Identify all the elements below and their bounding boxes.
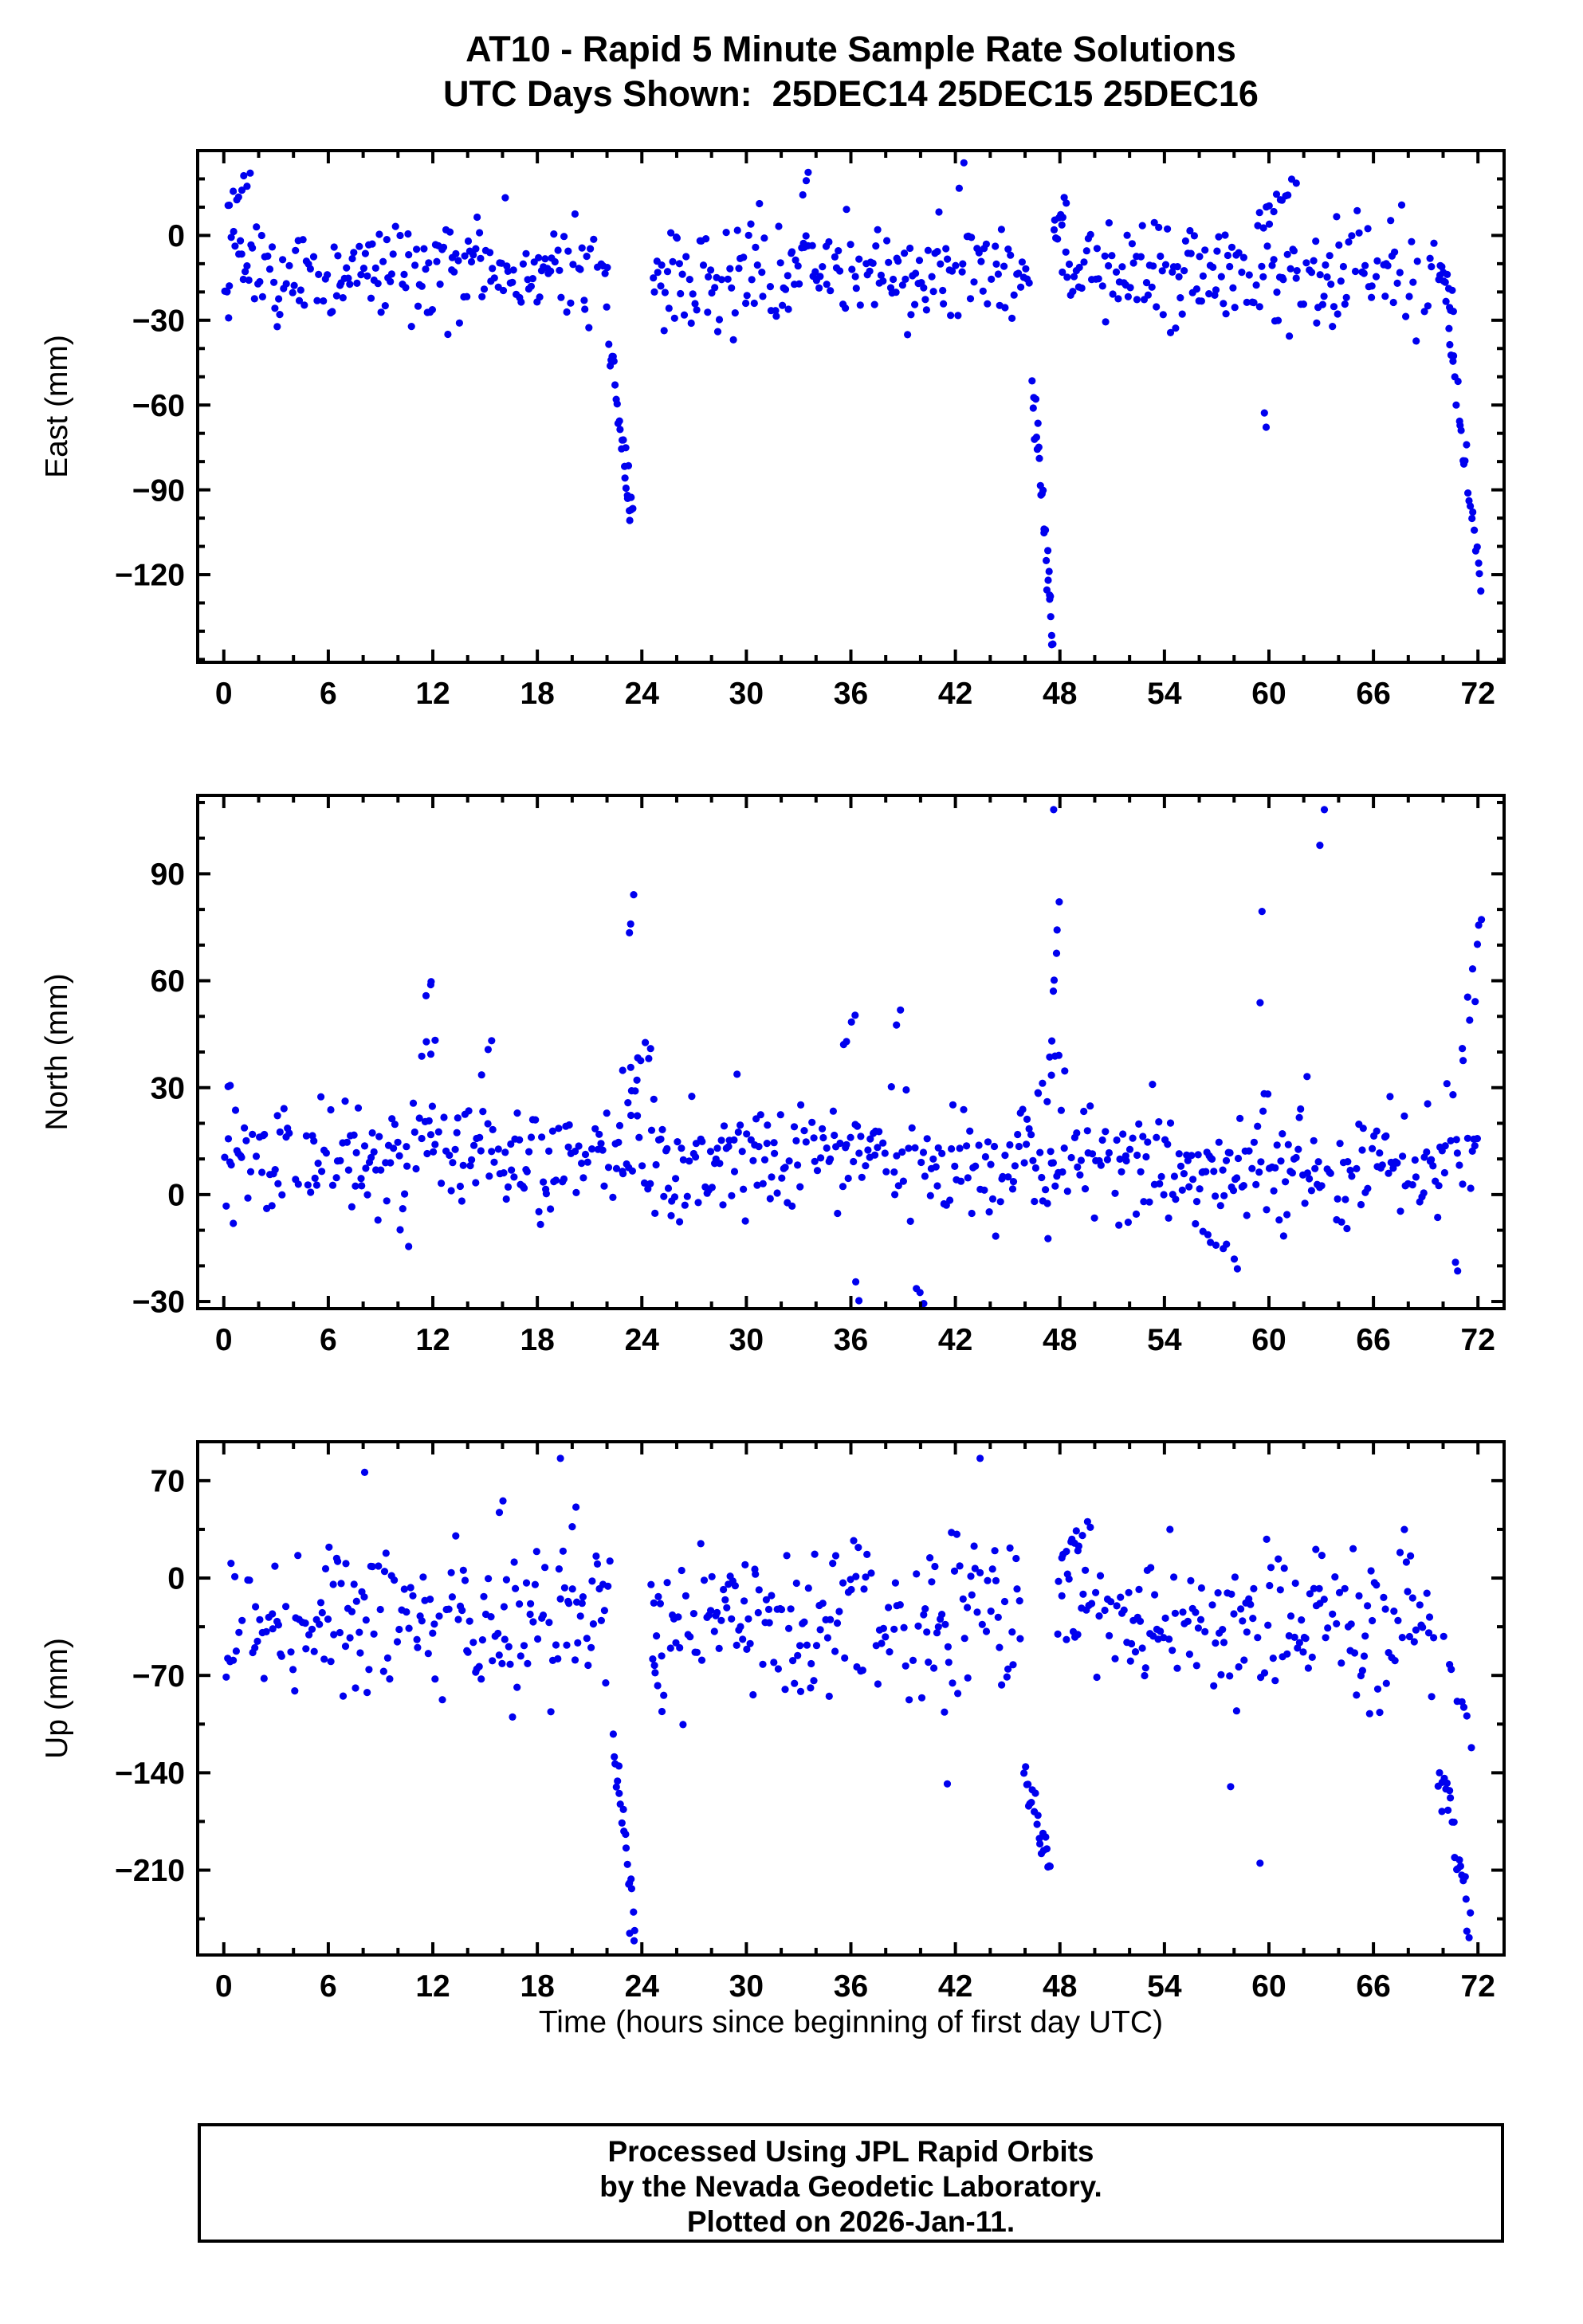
up-points: [222, 1454, 1475, 1945]
svg-text:6: 6: [320, 677, 337, 711]
svg-text:72: 72: [1461, 1969, 1495, 2004]
svg-text:6: 6: [320, 1323, 337, 1357]
svg-text:0: 0: [215, 677, 233, 711]
svg-text:30: 30: [151, 1071, 185, 1105]
up-axis-label: Up (mm): [40, 1638, 74, 1759]
up-panel: 0 6 12 18 24 30 36 42 48 54 60 66 72 70 0 −70 −140 −210: [115, 1440, 1506, 2004]
svg-text:54: 54: [1147, 1323, 1182, 1357]
svg-text:72: 72: [1461, 677, 1495, 711]
svg-text:−70: −70: [132, 1659, 185, 1694]
svg-text:0: 0: [215, 1969, 233, 2004]
north-ticks: [198, 795, 1504, 1309]
footer-line-3: Plotted on 2026-Jan-11.: [686, 2205, 1015, 2238]
footer-line-1: Processed Using JPL Rapid Orbits: [607, 2135, 1094, 2168]
svg-text:48: 48: [1043, 1969, 1077, 2004]
east-panel: 0 6 12 18 24 30 36 42 48 54 60 66 72 0 −30 −60 −90 −120: [115, 149, 1506, 711]
svg-text:−60: −60: [132, 389, 185, 423]
up-ticks: [198, 1442, 1504, 1955]
up-frame: [196, 1440, 1506, 1957]
svg-text:18: 18: [520, 1969, 554, 2004]
plot-title: AT10 - Rapid 5 Minute Sample Rate Soluti…: [198, 27, 1504, 116]
svg-text:24: 24: [625, 1323, 660, 1357]
north-y-tick-labels: 90 60 30 0 −30: [132, 858, 185, 1320]
svg-text:66: 66: [1356, 1969, 1390, 2004]
svg-text:66: 66: [1356, 677, 1390, 711]
plot-title-line2: UTC Days Shown: 25DEC14 25DEC15 25DEC16: [443, 73, 1259, 114]
svg-text:−30: −30: [132, 1286, 185, 1320]
svg-text:54: 54: [1147, 1969, 1182, 2004]
svg-text:30: 30: [729, 1969, 764, 2004]
svg-text:66: 66: [1356, 1323, 1390, 1357]
svg-text:12: 12: [415, 677, 450, 711]
north-points: [221, 806, 1486, 1308]
svg-text:30: 30: [729, 1323, 764, 1357]
plot-title-line1: AT10 - Rapid 5 Minute Sample Rate Soluti…: [465, 29, 1236, 69]
svg-text:12: 12: [415, 1969, 450, 2004]
east-axis-label: East (mm): [40, 335, 74, 478]
svg-text:90: 90: [151, 858, 185, 892]
svg-text:42: 42: [938, 1969, 972, 2004]
north-panel: 0 6 12 18 24 30 36 42 48 54 60 66 72 90 60 30 0 −30: [132, 794, 1506, 1357]
svg-text:48: 48: [1043, 677, 1077, 711]
svg-text:36: 36: [834, 1323, 868, 1357]
north-x-tick-labels: 0 6 12 18 24 30 36 42 48 54 60 66 72: [215, 1323, 1495, 1357]
svg-text:18: 18: [520, 677, 554, 711]
svg-text:−120: −120: [115, 559, 185, 593]
svg-text:−210: −210: [115, 1854, 185, 1888]
east-x-tick-labels: 0 6 12 18 24 30 36 42 48 54 60 66 72: [215, 677, 1495, 711]
svg-text:70: 70: [151, 1465, 185, 1499]
svg-text:0: 0: [215, 1323, 233, 1357]
east-y-tick-labels: 0 −30 −60 −90 −120: [115, 219, 185, 593]
svg-text:72: 72: [1461, 1323, 1495, 1357]
svg-text:0: 0: [167, 219, 185, 253]
svg-text:24: 24: [625, 1969, 660, 2004]
svg-text:60: 60: [1251, 1323, 1286, 1357]
svg-text:60: 60: [1251, 677, 1286, 711]
svg-text:54: 54: [1147, 677, 1182, 711]
svg-text:60: 60: [1251, 1969, 1286, 2004]
svg-text:−140: −140: [115, 1757, 185, 1791]
svg-text:36: 36: [834, 677, 868, 711]
x-axis-label: Time (hours since beginning of first day…: [538, 2005, 1164, 2039]
svg-text:6: 6: [320, 1969, 337, 2004]
svg-text:−90: −90: [132, 473, 185, 508]
north-frame: [196, 794, 1506, 1310]
svg-text:−30: −30: [132, 304, 185, 338]
svg-text:12: 12: [415, 1323, 450, 1357]
footer-box: Processed Using JPL Rapid Orbits by the …: [198, 2123, 1504, 2243]
east-points: [221, 159, 1485, 662]
svg-text:0: 0: [167, 1562, 185, 1596]
up-x-tick-labels: 0 6 12 18 24 30 36 42 48 54 60 66 72: [215, 1969, 1495, 2004]
svg-text:42: 42: [938, 1323, 972, 1357]
footer-line-2: by the Nevada Geodetic Laboratory.: [599, 2170, 1102, 2203]
svg-text:48: 48: [1043, 1323, 1077, 1357]
svg-text:18: 18: [520, 1323, 554, 1357]
east-ticks: [198, 149, 1504, 662]
svg-text:30: 30: [729, 677, 764, 711]
east-frame: [196, 149, 1506, 664]
svg-text:60: 60: [151, 964, 185, 999]
svg-text:36: 36: [834, 1969, 868, 2004]
svg-text:42: 42: [938, 677, 972, 711]
svg-text:0: 0: [167, 1179, 185, 1213]
up-y-tick-labels: 70 0 −70 −140 −210: [115, 1465, 185, 1889]
svg-text:24: 24: [625, 677, 660, 711]
north-axis-label: North (mm): [40, 973, 74, 1131]
